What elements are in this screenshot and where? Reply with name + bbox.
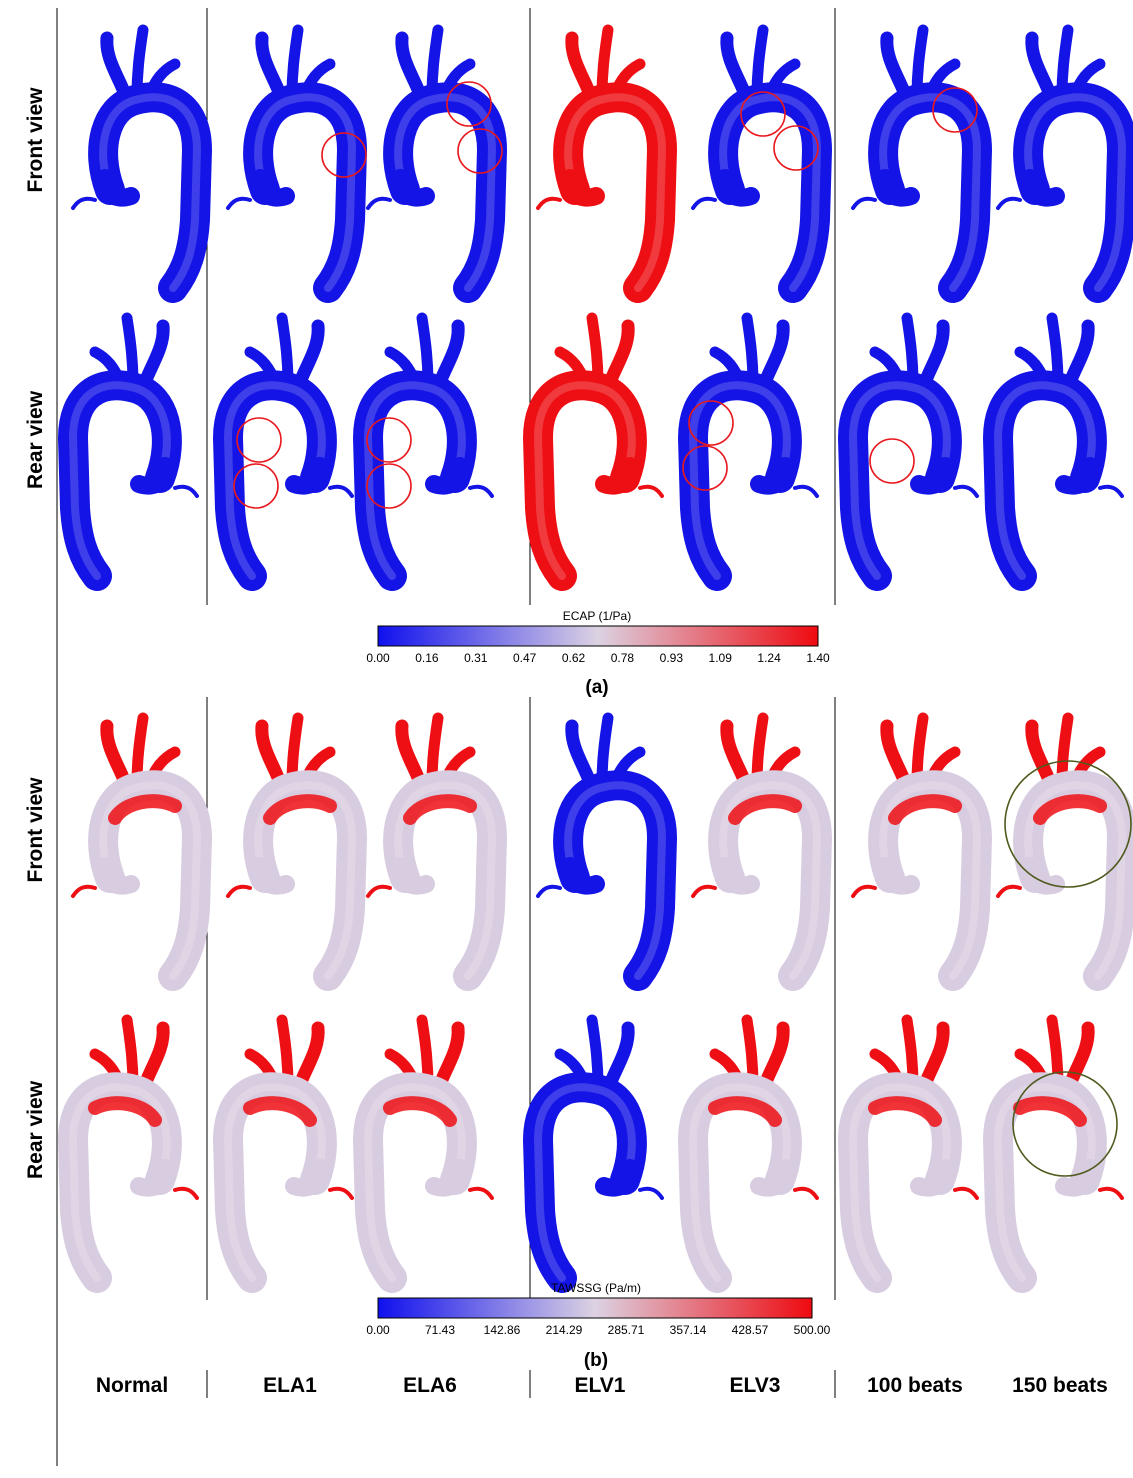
colorbar-a-tick-4: 0.62 <box>562 651 586 665</box>
aorta-b-rear-beats-100 <box>837 1014 979 1293</box>
marker-100-rear <box>869 438 915 484</box>
row-label-a-rear: Rear view <box>24 390 47 489</box>
colorbar-a-tick-3: 0.47 <box>513 651 537 665</box>
colorbar-a-tick-7: 1.09 <box>709 651 733 665</box>
colorbar-a-tick-6: 0.93 <box>660 651 684 665</box>
colorbar-a-tick-9: 1.40 <box>806 651 830 665</box>
highlight-markers <box>233 81 1132 1177</box>
aorta-a-rear-elv1 <box>522 312 664 591</box>
colorbar-a: ECAP (1/Pa) 0.00 0.16 0.31 0.47 0.62 0.78 0.93… <box>366 609 830 665</box>
row-label-b-front: Front view <box>24 777 47 883</box>
aorta-a-rear-beats-150 <box>982 312 1124 591</box>
column-label-ela6: ELA6 <box>403 1374 457 1397</box>
marker-ela6-rear-1 <box>366 417 412 463</box>
column-label-normal: Normal <box>96 1374 168 1397</box>
colorbar-b-ticks: 0.00 71.43 142.86 214.29 285.71 357.14 428.57 5… <box>366 1323 830 1337</box>
panel-label-b: (b) <box>584 1350 608 1371</box>
colorbar-a-tick-5: 0.78 <box>611 651 635 665</box>
aorta-renderings <box>57 24 1133 1293</box>
marker-ela1-rear-2 <box>233 463 279 509</box>
row-label-a-front: Front view <box>24 87 47 193</box>
colorbar-b-tick-3: 214.29 <box>546 1323 583 1337</box>
marker-elv3-front-2 <box>773 125 819 171</box>
aorta-a-front-beats-100 <box>851 24 993 303</box>
marker-ela6-rear-2 <box>366 463 412 509</box>
aorta-b-rear-beats-150 <box>982 1014 1124 1293</box>
aorta-b-rear-normal <box>57 1014 199 1293</box>
column-label-beats-150: 150 beats <box>1012 1374 1108 1397</box>
aorta-b-rear-elv3 <box>677 1014 819 1293</box>
aorta-b-front-ela1 <box>226 712 368 991</box>
aorta-b-front-elv1 <box>536 712 678 991</box>
marker-ela6-front-1 <box>446 81 492 127</box>
column-label-elv1: ELV1 <box>575 1374 626 1397</box>
colorbar-a-tick-2: 0.31 <box>464 651 488 665</box>
marker-ela1-rear-1 <box>236 417 282 463</box>
column-labels: Normal ELA1 ELA6 ELV1 ELV3 100 beats 150 beats <box>96 1374 1108 1397</box>
colorbar-b-tick-0: 0.00 <box>366 1323 390 1337</box>
aorta-b-front-beats-150 <box>996 712 1133 991</box>
aorta-b-rear-elv1 <box>522 1014 664 1293</box>
aorta-b-rear-ela1 <box>212 1014 354 1293</box>
marker-150-rear <box>1012 1071 1118 1177</box>
aorta-b-rear-ela6 <box>352 1014 494 1293</box>
frame-lines <box>56 8 836 1466</box>
colorbar-a-title: ECAP (1/Pa) <box>563 609 631 623</box>
marker-100-front <box>932 87 978 133</box>
colorbar-b-tick-6: 428.57 <box>732 1323 769 1337</box>
colorbar-a-tick-0: 0.00 <box>366 651 390 665</box>
marker-elv3-rear-1 <box>688 400 734 446</box>
colorbar-b: TAWSSG (Pa/m) 0.00 71.43 142.86 214.29 285.7… <box>366 1281 830 1337</box>
aorta-a-rear-ela1 <box>212 312 354 591</box>
colorbar-b-title: TAWSSG (Pa/m) <box>551 1281 641 1295</box>
aorta-a-rear-elv3 <box>677 312 819 591</box>
colorbar-b-tick-1: 71.43 <box>425 1323 455 1337</box>
aorta-b-front-normal <box>71 712 213 991</box>
colorbar-a-ticks: 0.00 0.16 0.31 0.47 0.62 0.78 0.93 1.09 1.24 1.40 <box>366 651 830 665</box>
marker-150-front <box>1004 760 1132 888</box>
colorbar-b-tick-4: 285.71 <box>608 1323 645 1337</box>
marker-ela1-front <box>321 132 367 178</box>
column-label-beats-100: 100 beats <box>867 1374 963 1397</box>
colorbar-a-tick-8: 1.24 <box>757 651 781 665</box>
colorbar-b-bar <box>377 1297 813 1319</box>
aorta-a-front-elv3 <box>691 24 833 303</box>
colorbar-b-tick-5: 357.14 <box>670 1323 707 1337</box>
aorta-b-front-elv3 <box>691 712 833 991</box>
panel-label-a: (a) <box>585 677 608 698</box>
column-label-elv3: ELV3 <box>730 1374 781 1397</box>
colorbar-a-bar <box>377 625 819 647</box>
aorta-a-rear-beats-100 <box>837 312 979 591</box>
marker-elv3-rear-2 <box>682 445 728 491</box>
aorta-a-rear-normal <box>57 312 199 591</box>
colorbar-a-tick-1: 0.16 <box>415 651 439 665</box>
aorta-b-front-beats-100 <box>851 712 993 991</box>
aorta-a-front-ela6 <box>366 24 508 303</box>
colorbar-b-tick-7: 500.00 <box>794 1323 831 1337</box>
aorta-a-front-normal <box>71 24 213 303</box>
marker-ela6-front-2 <box>457 128 503 174</box>
aorta-b-front-ela6 <box>366 712 508 991</box>
aorta-a-rear-ela6 <box>352 312 494 591</box>
aorta-a-front-beats-150 <box>996 24 1133 303</box>
marker-elv3-front-1 <box>740 91 786 137</box>
column-label-ela1: ELA1 <box>263 1374 317 1397</box>
row-label-b-rear: Rear view <box>24 1080 47 1179</box>
colorbar-b-tick-2: 142.86 <box>484 1323 521 1337</box>
aorta-a-front-elv1 <box>536 24 678 303</box>
aorta-a-front-ela1 <box>226 24 368 303</box>
